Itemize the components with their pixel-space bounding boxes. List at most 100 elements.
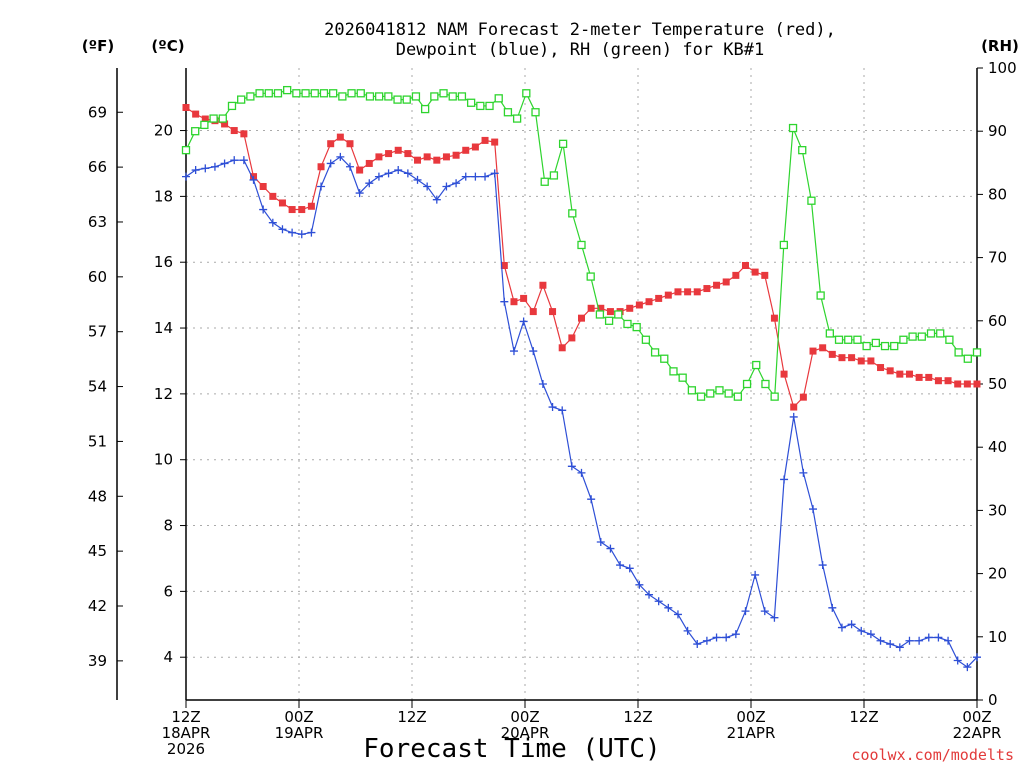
data-point-rh: [522, 89, 531, 98]
data-point-rh: [420, 104, 430, 114]
celsius-tick-label: 18: [154, 187, 173, 205]
data-point-dewpoint: [384, 169, 393, 178]
data-point-dewpoint: [317, 182, 326, 191]
data-point-dewpoint: [770, 613, 779, 622]
data-point-rh: [485, 101, 494, 111]
celsius-tick-label: 8: [163, 517, 173, 535]
data-point-rh: [945, 335, 954, 344]
data-point-dewpoint: [606, 544, 615, 553]
data-point-rh: [614, 310, 623, 319]
data-point-dewpoint: [828, 603, 837, 612]
data-point-temperature: [529, 308, 537, 316]
data-point-dewpoint: [905, 636, 914, 645]
series-temperature: [182, 104, 981, 411]
data-point-dewpoint: [693, 640, 702, 649]
data-point-rh: [899, 335, 908, 344]
data-point-rh: [641, 335, 651, 344]
data-point-dewpoint: [895, 643, 904, 652]
data-point-dewpoint: [664, 603, 673, 612]
data-point-rh: [862, 341, 871, 351]
x-tick-label: 12Z: [397, 708, 426, 726]
data-point-dewpoint: [210, 162, 219, 171]
data-point-temperature: [915, 373, 923, 381]
data-point-temperature: [336, 133, 344, 141]
data-point-temperature: [230, 127, 238, 135]
data-point-rh: [384, 92, 393, 101]
fahrenheit-tick-label: 54: [88, 378, 107, 396]
data-point-rh: [752, 360, 761, 370]
data-point-dewpoint: [809, 505, 818, 514]
data-point-dewpoint: [953, 656, 962, 665]
data-point-rh: [540, 177, 549, 186]
data-point-dewpoint: [847, 620, 856, 629]
data-point-dewpoint: [654, 597, 663, 606]
rh-tick-label: 70: [988, 249, 1007, 267]
data-point-rh: [632, 322, 641, 332]
data-point-dewpoint: [673, 610, 682, 619]
data-point-dewpoint: [442, 182, 451, 191]
data-point-temperature: [790, 403, 798, 411]
data-point-dewpoint: [577, 468, 586, 477]
unit-rh: (RH): [981, 37, 1019, 55]
data-point-rh: [871, 338, 880, 348]
rh-tick-label: 100: [988, 59, 1017, 77]
data-point-rh: [798, 146, 807, 155]
data-point-temperature: [944, 377, 952, 385]
data-point-temperature: [606, 308, 614, 316]
data-point-rh: [834, 335, 844, 344]
data-point-temperature: [452, 151, 460, 159]
data-point-rh: [742, 379, 752, 389]
data-point-rh: [255, 89, 264, 98]
data-point-temperature: [905, 370, 913, 378]
data-point-dewpoint: [481, 172, 490, 181]
data-point-temperature: [877, 364, 885, 372]
data-point-dewpoint: [915, 636, 924, 645]
data-point-dewpoint: [268, 218, 277, 227]
data-point-rh: [301, 89, 310, 98]
data-point-rh: [338, 92, 347, 101]
data-point-temperature: [626, 304, 634, 312]
data-point-temperature: [934, 377, 942, 385]
data-point-rh: [466, 98, 476, 107]
data-point-temperature: [298, 206, 306, 214]
data-point-dewpoint: [837, 623, 846, 632]
data-point-rh: [531, 108, 540, 117]
data-point-temperature: [568, 334, 576, 342]
data-point-rh: [558, 139, 568, 148]
fahrenheit-tick-label: 57: [88, 323, 107, 341]
data-point-temperature: [645, 298, 653, 306]
data-point-temperature: [780, 370, 788, 378]
data-point-dewpoint: [924, 633, 933, 642]
data-point-rh: [237, 95, 246, 104]
rh-tick-label: 80: [988, 185, 1007, 203]
data-point-dewpoint: [702, 636, 711, 645]
data-point-temperature: [896, 370, 904, 378]
data-point-temperature: [307, 202, 315, 210]
data-point-temperature: [925, 373, 933, 381]
data-point-temperature: [655, 294, 663, 302]
rh-tick-label: 50: [988, 375, 1007, 393]
axes: [116, 67, 983, 708]
data-point-temperature: [693, 288, 701, 296]
data-point-rh: [706, 389, 715, 398]
data-point-rh: [191, 127, 200, 136]
x-tick-label: 00Z: [736, 708, 765, 726]
x-tick-label: 12Z: [171, 708, 200, 726]
data-point-temperature: [799, 393, 807, 401]
grid-lines: [186, 68, 977, 700]
data-point-rh: [779, 240, 788, 250]
data-point-rh: [411, 92, 421, 101]
data-point-temperature: [317, 163, 325, 171]
data-point-rh: [181, 146, 191, 155]
data-point-rh: [595, 310, 605, 319]
data-point-temperature: [770, 314, 778, 322]
data-point-rh: [393, 95, 402, 104]
data-point-temperature: [288, 206, 296, 214]
data-point-rh: [586, 272, 595, 281]
data-point-dewpoint: [297, 230, 306, 239]
data-point-rh: [660, 354, 669, 363]
data-point-dewpoint: [587, 495, 596, 504]
data-point-dewpoint: [886, 640, 895, 649]
data-point-dewpoint: [558, 406, 567, 415]
data-point-temperature: [182, 104, 190, 111]
